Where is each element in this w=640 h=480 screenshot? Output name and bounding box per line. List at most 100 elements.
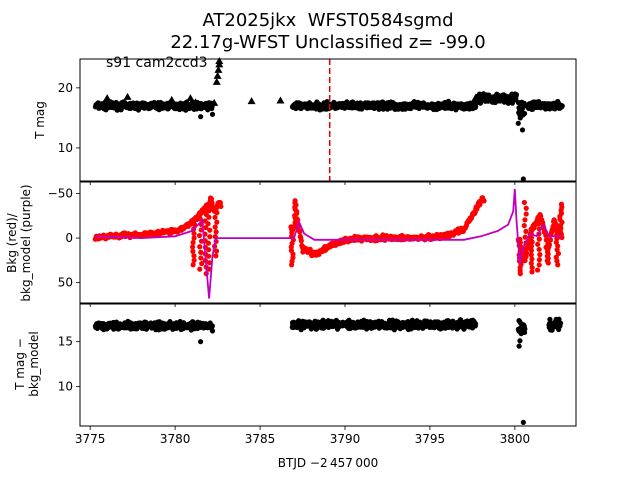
data-point [515, 120, 521, 126]
spike-point [207, 227, 213, 233]
spike-point [214, 210, 220, 216]
axes-frame [79, 181, 577, 304]
spike-point [212, 214, 218, 221]
data-point [123, 92, 132, 100]
spike-point [534, 267, 541, 273]
spike-point [528, 247, 534, 254]
data-point [521, 110, 528, 117]
spike-point [523, 228, 529, 234]
spike-point [197, 266, 203, 272]
spike-point [528, 243, 535, 249]
data-point [481, 198, 487, 204]
spike-point [545, 260, 551, 266]
data-point [289, 324, 295, 330]
x-tick-label: 3795 [415, 432, 446, 446]
spike-point [289, 262, 295, 268]
spike-point [521, 257, 527, 263]
spike-point [213, 253, 219, 259]
y-tick-label: 10 [58, 141, 73, 155]
spike-point [536, 262, 542, 268]
spike-point [197, 244, 203, 250]
data-point [522, 326, 528, 332]
spike-point [529, 269, 535, 275]
data-point [247, 97, 256, 105]
x-tick-label: 3800 [500, 432, 531, 446]
data-point [555, 98, 564, 106]
spike-point [213, 248, 220, 254]
x-tick-label: 3775 [75, 432, 106, 446]
data-point [191, 98, 200, 106]
chart-title-line1: AT2025jkx WFST0584sgmd [202, 10, 454, 31]
data-point [198, 339, 204, 345]
spike-point [522, 234, 528, 240]
data-point [215, 57, 224, 64]
data-point [294, 323, 301, 330]
spike-point [198, 255, 204, 261]
spike-point [198, 249, 204, 255]
data-point [313, 326, 319, 332]
spike-point [535, 241, 541, 247]
x-tick-label: 3780 [160, 432, 191, 446]
spike-point [191, 235, 197, 241]
spike-point [523, 211, 529, 217]
spike-point [205, 247, 212, 253]
data-point [513, 91, 519, 98]
data-point [473, 103, 479, 110]
data-point [298, 238, 304, 244]
data-point [473, 321, 479, 327]
spike-point [292, 198, 298, 204]
data-point [209, 328, 216, 334]
y-tick-label: 0 [65, 231, 73, 245]
spike-point [213, 205, 219, 211]
data-point [210, 98, 219, 106]
spike-point [535, 221, 542, 227]
spike-point [523, 246, 529, 252]
data-point [520, 419, 526, 426]
spike-point [521, 199, 527, 206]
data-point [198, 114, 204, 120]
spike-point [555, 262, 561, 268]
chart-title-line2: 22.17g-WFST Unclassified z= -99.0 [170, 32, 486, 53]
y-axis-label-top: T mag [33, 101, 47, 139]
y-tick-label: −50 [48, 187, 73, 201]
spike-point [203, 224, 209, 231]
spike-point [558, 201, 565, 207]
spike-point [190, 244, 196, 250]
data-point [520, 176, 526, 182]
spike-point [205, 240, 212, 246]
data-point [167, 95, 176, 103]
sector-camera-annotation: s91 cam2ccd3 [106, 55, 208, 71]
spike-point [522, 217, 528, 223]
x-tick-label: 3790 [330, 432, 361, 446]
data-point [547, 316, 553, 322]
data-point [471, 93, 480, 101]
axes-frame [79, 303, 577, 427]
panel-middle-background: −50 0 50 [48, 181, 577, 307]
spike-point [517, 271, 523, 277]
data-point [103, 94, 112, 102]
panel-bottom-difference: 3775 3780 3785 3790 3795 3800 10 15 [58, 303, 577, 446]
spike-point [214, 219, 220, 225]
y-axis-label-middle: Bkg (red)/ bkg_model (purple) [5, 184, 33, 302]
spike-point [190, 239, 196, 246]
spike-point [206, 260, 212, 266]
spike-point [528, 252, 534, 258]
spike-point [523, 205, 529, 211]
data-point [522, 103, 528, 109]
y-tick-label: 15 [58, 335, 73, 349]
spike-point [207, 195, 214, 201]
data-point [276, 96, 285, 104]
spike-point [199, 260, 205, 267]
spike-point [191, 231, 197, 237]
spike-point [206, 253, 212, 259]
data-point [213, 71, 222, 79]
y-tick-label: 50 [58, 276, 73, 290]
spike-point [216, 199, 222, 206]
data-point [519, 127, 526, 133]
spike-point [212, 224, 218, 230]
spike-point [537, 252, 543, 258]
data-point [186, 94, 195, 102]
spike-point [207, 234, 213, 240]
spike-point [529, 256, 535, 262]
axes-frame [79, 58, 577, 182]
